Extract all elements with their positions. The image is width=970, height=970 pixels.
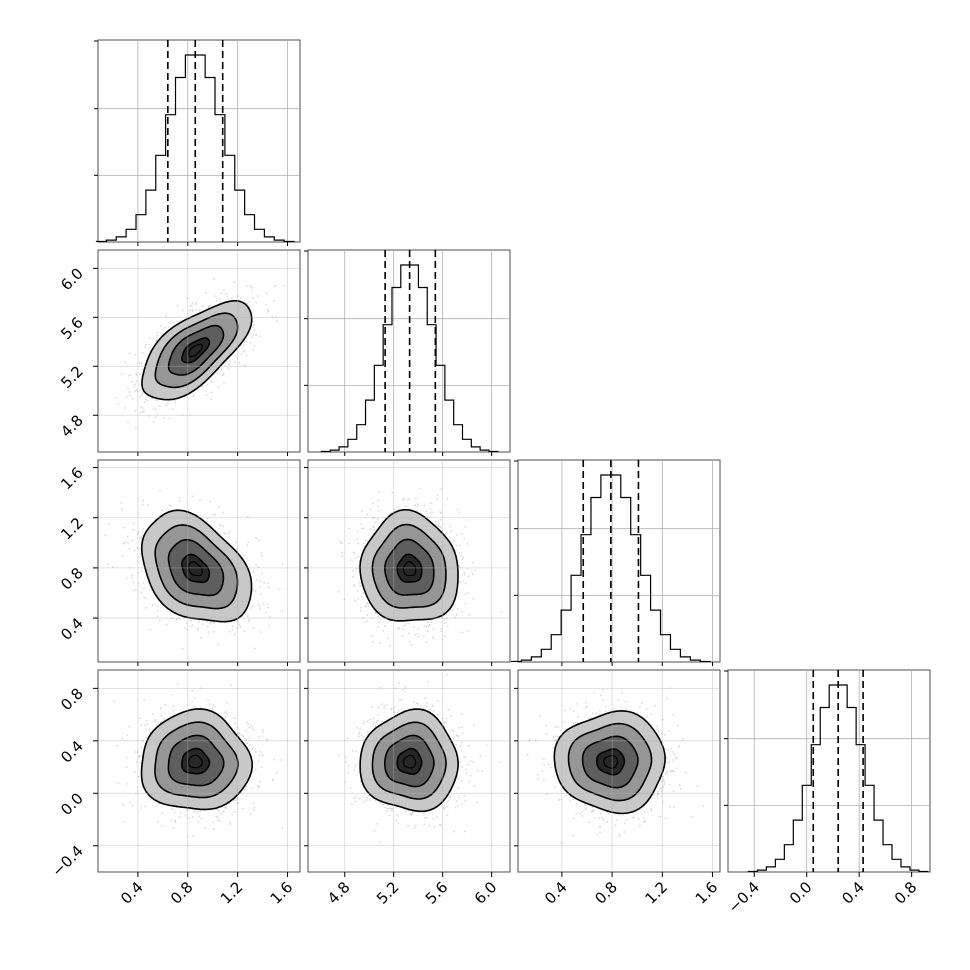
- density-1-0: [141, 299, 253, 401]
- histogram-panel-1: [304, 249, 511, 453]
- x-axis-1: 4.8 5.2 5.6 6.0: [324, 872, 501, 908]
- scatter-panel-2-1: [307, 459, 511, 663]
- x-tick-label-2-0: 0.4: [541, 878, 571, 908]
- x-tick-label-0-3: 1.6: [267, 878, 297, 908]
- contour-core-2-0: [188, 561, 203, 577]
- x-tick-label-1-3: 6.0: [471, 878, 501, 908]
- scatter-panel-3-0: [97, 669, 301, 873]
- scatter-panel-2-0: [97, 459, 301, 663]
- x-tick-label-2-1: 0.8: [591, 878, 621, 908]
- y-tick-label-2-3: 1.6: [57, 464, 87, 494]
- x-tick-label-2-2: 1.2: [642, 878, 672, 908]
- y-tick-label-1-3: 6.0: [57, 264, 87, 294]
- scatter-panel-1-0: [97, 249, 301, 453]
- y-tick-label-1-1: 5.2: [57, 362, 87, 392]
- contour-core-3-0: [187, 754, 203, 769]
- scatter-panel-3-1: [307, 669, 511, 873]
- y-axis-2: 0.4 0.8 1.2 1.6: [57, 464, 98, 644]
- y-tick-label-2-0: 0.4: [57, 614, 87, 644]
- contour-core-1-0: [188, 343, 203, 358]
- histogram-frame-2: [517, 459, 721, 663]
- y-tick-label-2-2: 1.2: [57, 514, 87, 544]
- x-axis-3: −0.4 0.0 0.4 0.8: [725, 872, 921, 917]
- contour-core-2-1: [402, 561, 417, 577]
- x-tick-label-3-0: −0.4: [725, 878, 763, 916]
- y-axis-1: 4.8 5.2 5.6 6.0: [57, 264, 98, 441]
- x-tick-label-3-1: 0.0: [786, 878, 816, 908]
- contour-core-3-1: [402, 754, 417, 769]
- y-tick-label-3-1: 0.0: [57, 789, 87, 819]
- y-tick-label-3-2: 0.4: [57, 737, 87, 767]
- histogram-panel-0: [94, 39, 301, 243]
- y-tick-label-3-3: 0.8: [57, 684, 87, 714]
- y-tick-label-1-2: 5.6: [57, 313, 87, 343]
- density-2-1: [359, 508, 459, 622]
- x-tick-label-3-3: 0.8: [891, 878, 921, 908]
- x-tick-label-1-0: 4.8: [324, 878, 354, 908]
- x-tick-label-3-2: 0.4: [838, 878, 868, 908]
- contour-core-3-2: [603, 754, 619, 769]
- scatter-panel-3-2: [517, 669, 721, 873]
- y-tick-label-3-0: −0.4: [48, 842, 86, 880]
- x-tick-label-1-2: 5.6: [422, 878, 452, 908]
- x-tick-label-0-2: 1.2: [217, 878, 247, 908]
- histogram-panel-2: [510, 459, 721, 663]
- histogram-panel-3: [724, 669, 931, 873]
- y-axis-3: −0.4 0.0 0.4 0.8: [48, 684, 98, 880]
- x-tick-label-0-1: 0.8: [167, 878, 197, 908]
- density-3-1: [359, 708, 459, 813]
- y-tick-label-1-0: 4.8: [57, 411, 87, 441]
- histogram-frame-0: [97, 39, 301, 243]
- x-axis-0: 0.4 0.8 1.2 1.6: [117, 872, 296, 908]
- x-tick-label-0-0: 0.4: [117, 878, 147, 908]
- x-tick-label-2-3: 1.6: [692, 878, 722, 908]
- y-tick-label-2-1: 0.8: [57, 564, 87, 594]
- density-3-2: [553, 709, 666, 815]
- x-axis-2: 0.4 0.8 1.2 1.6: [541, 872, 721, 908]
- x-tick-label-1-1: 5.2: [373, 878, 403, 908]
